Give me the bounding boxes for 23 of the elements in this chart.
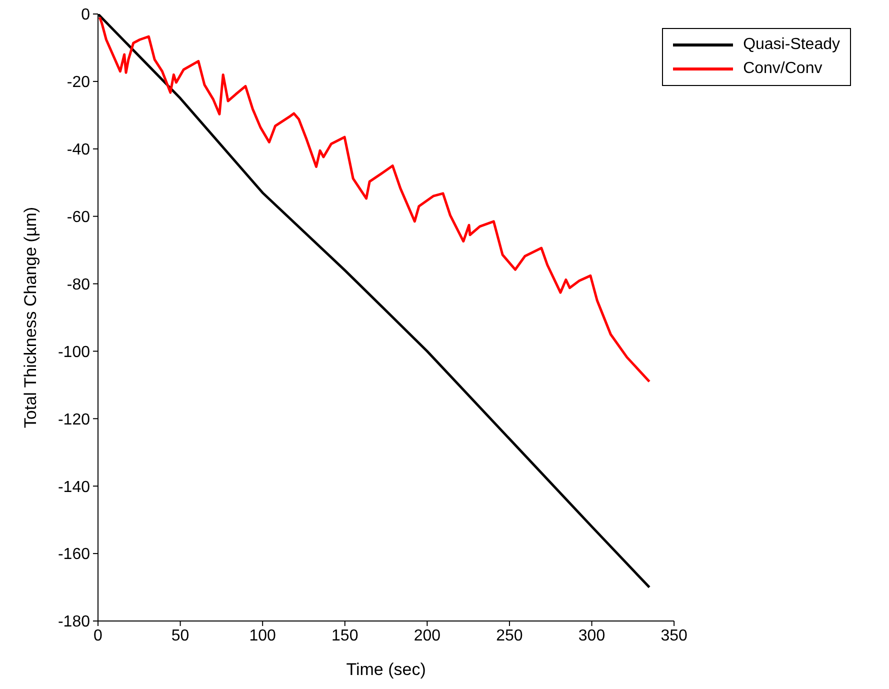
x-tick-label: 350	[660, 627, 688, 644]
line-series	[98, 16, 651, 383]
y-tick-label: -120	[58, 411, 90, 428]
x-tick-label: 200	[414, 627, 441, 644]
y-tick-label: -60	[66, 209, 90, 226]
x-tick-label: 100	[249, 627, 276, 644]
y-tick-label: -80	[66, 276, 90, 294]
y-tick-label: -180	[58, 614, 90, 631]
x-tick-label: 50	[171, 627, 190, 644]
y-tick-label: -40	[66, 142, 90, 159]
y-axis-title: Total Thickness Change (µm)	[21, 206, 40, 428]
y-tick-label: -20	[66, 74, 90, 92]
y-tick-label: -160	[58, 546, 90, 564]
x-tick-label: 0	[94, 627, 103, 644]
x-axis-title: Time (sec)	[346, 660, 426, 680]
x-tick-label: 300	[578, 627, 606, 644]
legend-label: Conv/Conv	[743, 60, 822, 78]
x-tick-label: 250	[496, 627, 523, 644]
y-tick-label: -100	[58, 344, 90, 361]
y-tick-label: 0	[81, 6, 90, 24]
legend-label: Quasi-Steady	[743, 36, 840, 54]
y-tick-label: -140	[58, 478, 90, 496]
x-tick-label: 150	[332, 627, 358, 644]
